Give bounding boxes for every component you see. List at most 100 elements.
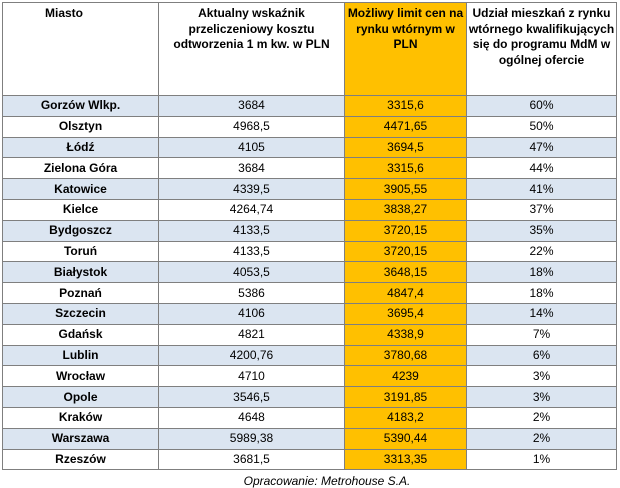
- cell-limit: 3695,4: [344, 302, 467, 325]
- table-row: Wrocław 4710 4239 3%: [2, 365, 617, 388]
- cell-share: 14%: [466, 302, 617, 325]
- table-row: Rzeszów 3681,5 3313,35 1%: [2, 448, 617, 471]
- cell-limit: 3720,15: [344, 240, 467, 263]
- cell-cost: 3681,5: [158, 448, 345, 471]
- cell-city: Toruń: [2, 240, 159, 263]
- cell-share: 18%: [466, 261, 617, 284]
- cell-limit: 3648,15: [344, 261, 467, 284]
- source-note: Opracowanie: Metrohouse S.A.: [243, 474, 411, 488]
- header-limit: Możliwy limit cen na rynku wtórnym w PLN: [344, 2, 467, 96]
- mdm-limits-table: Miasto Aktualny wskaźnik przeliczeniowy …: [2, 2, 617, 471]
- cell-limit: 3838,27: [344, 198, 467, 221]
- cell-cost: 4053,5: [158, 261, 345, 284]
- cell-limit: 3313,35: [344, 448, 467, 471]
- table-row: Toruń 4133,5 3720,15 22%: [2, 240, 617, 263]
- cell-share: 37%: [466, 198, 617, 221]
- cell-city: Wrocław: [2, 365, 159, 388]
- header-city: Miasto: [2, 2, 159, 96]
- table-header: Miasto Aktualny wskaźnik przeliczeniowy …: [2, 2, 617, 96]
- table-row: Lublin 4200,76 3780,68 6%: [2, 344, 617, 367]
- cell-limit: 3905,55: [344, 178, 467, 200]
- cell-city: Gorzów Wlkp.: [2, 95, 159, 117]
- cell-cost: 4133,5: [158, 219, 345, 242]
- table-row: Olsztyn 4968,5 4471,65 50%: [2, 115, 617, 138]
- cell-city: Zielona Góra: [2, 157, 159, 180]
- cell-share: 47%: [466, 136, 617, 159]
- table-row: Katowice 4339,5 3905,55 41%: [2, 178, 617, 200]
- cell-cost: 3684: [158, 95, 345, 117]
- cell-city: Katowice: [2, 178, 159, 200]
- cell-cost: 4200,76: [158, 344, 345, 367]
- cell-cost: 4648: [158, 406, 345, 429]
- table-row: Gorzów Wlkp. 3684 3315,6 60%: [2, 95, 617, 117]
- cell-cost: 3684: [158, 157, 345, 180]
- cell-city: Kraków: [2, 406, 159, 429]
- cell-city: Rzeszów: [2, 448, 159, 471]
- cell-share: 50%: [466, 115, 617, 138]
- cell-cost: 4105: [158, 136, 345, 159]
- cell-limit: 3315,6: [344, 95, 467, 117]
- cell-limit: 4471,65: [344, 115, 467, 138]
- cell-city: Gdańsk: [2, 323, 159, 346]
- cell-share: 41%: [466, 178, 617, 200]
- cell-share: 1%: [466, 448, 617, 471]
- cell-share: 2%: [466, 427, 617, 450]
- cell-cost: 4133,5: [158, 240, 345, 263]
- cell-share: 3%: [466, 365, 617, 388]
- cell-cost: 3546,5: [158, 386, 345, 408]
- table-row: Białystok 4053,5 3648,15 18%: [2, 261, 617, 284]
- cell-limit: 4183,2: [344, 406, 467, 429]
- cell-share: 60%: [466, 95, 617, 117]
- table-body: Gorzów Wlkp. 3684 3315,6 60% Olsztyn 4968,5 44…: [2, 95, 617, 471]
- cell-city: Łódź: [2, 136, 159, 159]
- cell-limit: 3694,5: [344, 136, 467, 159]
- table-row: Zielona Góra 3684 3315,6 44%: [2, 157, 617, 180]
- cell-limit: 4239: [344, 365, 467, 388]
- table-row: Gdańsk 4821 4338,9 7%: [2, 323, 617, 346]
- table-row: Opole 3546,5 3191,85 3%: [2, 386, 617, 408]
- header-row: Miasto Aktualny wskaźnik przeliczeniowy …: [2, 2, 617, 96]
- cell-limit: 4847,4: [344, 282, 467, 304]
- cell-share: 44%: [466, 157, 617, 180]
- cell-limit: 4338,9: [344, 323, 467, 346]
- cell-city: Białystok: [2, 261, 159, 284]
- cell-cost: 4710: [158, 365, 345, 388]
- cell-cost: 4968,5: [158, 115, 345, 138]
- cell-limit: 3315,6: [344, 157, 467, 180]
- cell-share: 18%: [466, 282, 617, 304]
- cell-cost: 5989,38: [158, 427, 345, 450]
- cell-cost: 4339,5: [158, 178, 345, 200]
- cell-limit: 3191,85: [344, 386, 467, 408]
- table-row: Warszawa 5989,38 5390,44 2%: [2, 427, 617, 450]
- table-row: Poznań 5386 4847,4 18%: [2, 282, 617, 304]
- cell-cost: 4106: [158, 302, 345, 325]
- cell-share: 3%: [466, 386, 617, 408]
- cell-city: Bydgoszcz: [2, 219, 159, 242]
- table-row: Bydgoszcz 4133,5 3720,15 35%: [2, 219, 617, 242]
- table-row: Łódź 4105 3694,5 47%: [2, 136, 617, 159]
- header-share: Udział mieszkań z rynku wtórnego kwalifi…: [466, 2, 617, 96]
- cell-share: 35%: [466, 219, 617, 242]
- cell-share: 22%: [466, 240, 617, 263]
- cell-city: Poznań: [2, 282, 159, 304]
- header-cost: Aktualny wskaźnik przeliczeniowy kosztu …: [158, 2, 345, 96]
- cell-city: Szczecin: [2, 302, 159, 325]
- cell-limit: 5390,44: [344, 427, 467, 450]
- cell-limit: 3720,15: [344, 219, 467, 242]
- cell-share: 7%: [466, 323, 617, 346]
- cell-cost: 4264,74: [158, 198, 345, 221]
- cell-city: Olsztyn: [2, 115, 159, 138]
- cell-share: 2%: [466, 406, 617, 429]
- table-row: Szczecin 4106 3695,4 14%: [2, 302, 617, 325]
- table-row: Kielce 4264,74 3838,27 37%: [2, 198, 617, 221]
- cell-city: Lublin: [2, 344, 159, 367]
- cell-share: 6%: [466, 344, 617, 367]
- table-row: Kraków 4648 4183,2 2%: [2, 406, 617, 429]
- cell-city: Opole: [2, 386, 159, 408]
- cell-cost: 4821: [158, 323, 345, 346]
- cell-city: Warszawa: [2, 427, 159, 450]
- cell-cost: 5386: [158, 282, 345, 304]
- cell-limit: 3780,68: [344, 344, 467, 367]
- cell-city: Kielce: [2, 198, 159, 221]
